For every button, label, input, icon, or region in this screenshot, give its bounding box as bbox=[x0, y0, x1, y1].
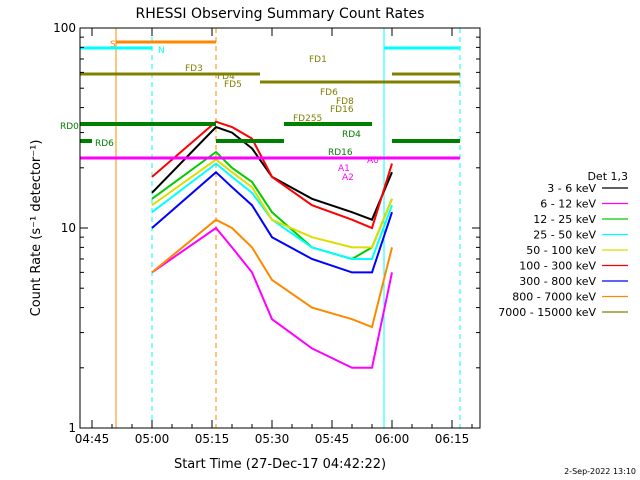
series-line-6 bbox=[151, 170, 393, 274]
flag-label-2: FD3 bbox=[185, 64, 203, 74]
legend-label-7: 800 - 7000 keV bbox=[512, 291, 596, 304]
flag-label-16: A0 bbox=[367, 156, 379, 166]
legend-label-2: 12 - 25 keV bbox=[533, 213, 596, 226]
x-tick-label-5: 06:00 bbox=[375, 432, 410, 446]
x-tick-label-4: 05:45 bbox=[315, 432, 350, 446]
y-axis-label: Count Rate (s⁻¹ detector⁻¹) bbox=[29, 140, 44, 317]
legend-label-8: 7000 - 15000 keV bbox=[498, 306, 596, 319]
legend-label-0: 3 - 6 keV bbox=[547, 182, 596, 195]
x-axis-label: Start Time (27-Dec-17 04:42:22) bbox=[174, 457, 386, 472]
flag-label-11: RD6 bbox=[95, 139, 114, 149]
series-line-4 bbox=[151, 158, 393, 249]
y-tick-label-0: 1 bbox=[68, 421, 76, 435]
y-tick-label-1: 10 bbox=[61, 221, 76, 235]
flag-label-13: RD16 bbox=[328, 148, 353, 158]
series-layer bbox=[151, 120, 393, 369]
legend-label-3: 25 - 50 keV bbox=[533, 229, 596, 242]
flag-label-4: FD5 bbox=[224, 80, 242, 90]
x-tick-label-2: 05:15 bbox=[195, 432, 230, 446]
x-tick-label-0: 04:45 bbox=[75, 432, 110, 446]
x-tick-label-6: 06:15 bbox=[435, 432, 470, 446]
legend-label-6: 300 - 800 keV bbox=[519, 275, 596, 288]
flag-label-7: FD8 bbox=[336, 97, 354, 107]
chart-title: RHESSI Observing Summary Count Rates bbox=[136, 6, 425, 22]
plot-frame bbox=[79, 27, 481, 429]
axes: 04:45 05:00 05:15 05:30 05:45 06:00 06:15 1 10 10… bbox=[53, 21, 480, 446]
series-line-5 bbox=[151, 120, 393, 230]
flag-label-0: S bbox=[110, 40, 116, 50]
vertical-markers bbox=[79, 28, 461, 428]
legend: 3 - 6 keV 6 - 12 keV 12 - 25 keV 25 - 50 ke… bbox=[498, 182, 628, 319]
legend-label-5: 100 - 300 keV bbox=[519, 260, 596, 273]
footer-date: 2-Sep-2022 13:10 bbox=[564, 467, 636, 476]
legend-title: Det 1,3 bbox=[587, 170, 628, 183]
x-tick-label-1: 05:00 bbox=[135, 432, 170, 446]
legend-label-4: 50 - 100 keV bbox=[526, 244, 596, 257]
y-tick-label-2: 100 bbox=[53, 21, 76, 35]
flag-label-10: RD0 bbox=[60, 122, 79, 132]
flag-label-3: FD4 bbox=[217, 72, 235, 82]
series-line-7 bbox=[151, 218, 393, 329]
flag-label-6: FD6 bbox=[320, 88, 338, 98]
flag-label-9: FD255 bbox=[293, 114, 322, 124]
legend-label-1: 6 - 12 keV bbox=[540, 198, 596, 211]
flag-label-5: FD1 bbox=[309, 55, 327, 65]
flag-label-12: RD4 bbox=[342, 130, 361, 140]
x-tick-label-3: 05:30 bbox=[255, 432, 290, 446]
flag-label-8: FD16 bbox=[330, 105, 354, 115]
flag-label-1: N bbox=[158, 46, 165, 56]
flag-label-14: A1 bbox=[338, 164, 350, 174]
flag-label-15: A2 bbox=[342, 173, 354, 183]
series-line-1 bbox=[151, 226, 393, 369]
